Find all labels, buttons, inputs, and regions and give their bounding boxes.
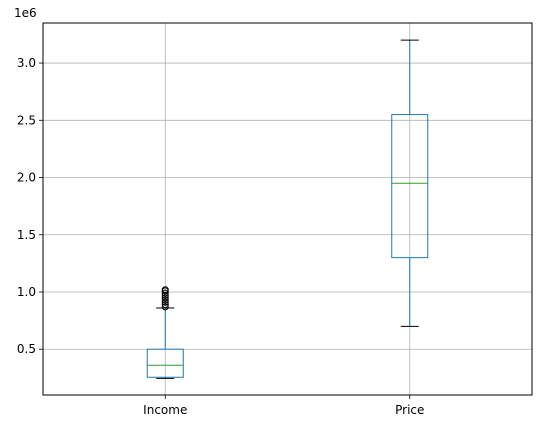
y-tick-label: 2.0: [17, 171, 36, 185]
box-price: [391, 39, 429, 327]
y-tick-label: 0.5: [17, 342, 36, 356]
boxes: [146, 39, 429, 379]
y-tick-label: 3.0: [17, 56, 36, 70]
outlier-point: [161, 286, 169, 294]
axis-ticks: 0.5 1.0 1.5 2.0 2.5 3.0 Income Price: [17, 56, 424, 417]
outlier-point: [161, 303, 169, 311]
y-tick-label: 1.0: [17, 285, 36, 299]
x-tick-label: Income: [143, 403, 187, 417]
outlier-point: [161, 296, 169, 304]
iqr-box: [391, 114, 429, 259]
iqr-box: [146, 348, 184, 378]
axes-frame: [42, 22, 533, 396]
y-tick-label: 2.5: [17, 113, 36, 127]
grid-lines: [43, 23, 532, 395]
outlier-point: [161, 294, 169, 302]
y-axis-offset-label: 1e6: [14, 6, 37, 20]
outlier-point: [161, 301, 169, 309]
y-tick-label: 1.5: [17, 228, 36, 242]
x-tick-label: Price: [395, 403, 424, 417]
outlier-point: [161, 289, 169, 297]
outlier-point: [161, 298, 169, 306]
box-income: [146, 286, 184, 379]
